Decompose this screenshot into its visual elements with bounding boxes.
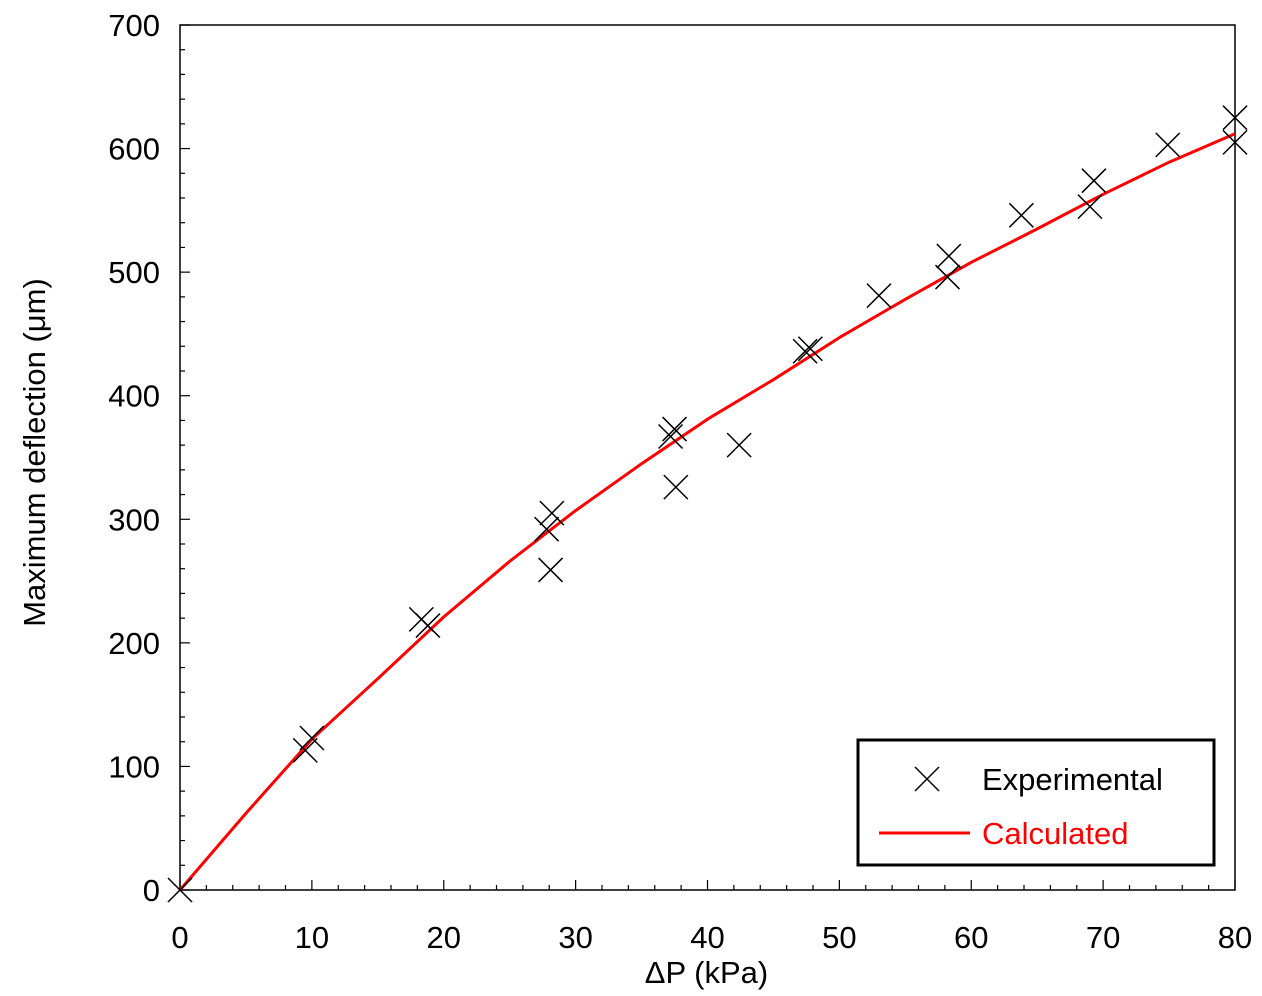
x-tick-label: 50 [822,920,856,955]
experimental-point [1081,168,1107,194]
experimental-point [658,423,684,450]
experimental-point [797,336,823,362]
marker-stroke [726,432,752,458]
legend-label-calculated: Calculated [982,816,1128,851]
experimental-point [934,264,961,290]
marker-stroke [797,336,823,362]
legend-marker-experimental [914,766,940,792]
experimental-point [415,613,441,639]
x-tick-label: 10 [295,920,329,955]
experimental-point [792,338,818,364]
legend-box [856,738,1216,867]
experimental-point [663,474,689,500]
legend: Experimental Calculated [856,738,1216,867]
marker-stroke [866,283,892,309]
y-tick-label: 400 [108,379,160,414]
y-axis-title: Maximum deflection (μm) [17,278,52,627]
marker-stroke [1155,132,1181,158]
experimental-point [866,283,892,309]
experimental-point [167,877,193,903]
marker-stroke [299,725,325,751]
marker-stroke [663,474,689,500]
experimental-point [534,516,560,542]
legend-label-experimental: Experimental [982,762,1163,797]
experimental-point [538,557,564,583]
marker-stroke [914,766,940,792]
marker-stroke [538,557,564,583]
experimental-point [299,725,325,751]
experimental-point [1155,132,1181,158]
x-tick-label: 0 [171,920,188,955]
x-tick-label: 30 [558,920,592,955]
x-tick-label: 60 [954,920,988,955]
marker-stroke [1222,105,1248,131]
x-tick-label: 70 [1086,920,1120,955]
marker-stroke [658,423,684,450]
y-tick-label: 100 [108,749,160,784]
experimental-point [726,432,752,458]
marker-stroke [792,338,818,364]
experimental-point [1222,105,1248,131]
marker-stroke [1008,202,1034,228]
x-axis-title: ΔP (kPa) [645,955,769,990]
marker-stroke [1222,129,1248,155]
experimental-point [662,416,688,442]
experimental-point [936,243,962,269]
plot-layer: 0 10 20 30 40 50 60 70 80 0 100 200 300 400 500 600 700 [108,8,1252,955]
marker-stroke [662,416,688,442]
experimental-point [1008,202,1034,228]
experimental-point [539,500,565,526]
y-tick-label: 600 [108,132,160,167]
x-tick-label: 80 [1218,920,1252,955]
x-tick-label: 20 [427,920,461,955]
marker-stroke [292,737,318,763]
marker-stroke [1081,168,1107,194]
marker-stroke [415,613,441,639]
marker-stroke [1077,194,1103,220]
y-tick-label: 200 [108,626,160,661]
x-tick-label: 40 [690,920,724,955]
marker-stroke [936,243,962,269]
experimental-point [1222,129,1248,155]
calculated-line [178,132,1236,891]
marker-stroke [539,500,565,526]
marker-stroke [167,877,193,903]
y-tick-label: 0 [143,873,160,908]
marker-stroke [534,516,560,542]
y-tick-label: 300 [108,502,160,537]
experimental-point [292,737,318,763]
marker-stroke [934,264,961,290]
experimental-point [1077,194,1103,220]
y-tick-label: 500 [108,255,160,290]
y-tick-label: 700 [108,8,160,43]
